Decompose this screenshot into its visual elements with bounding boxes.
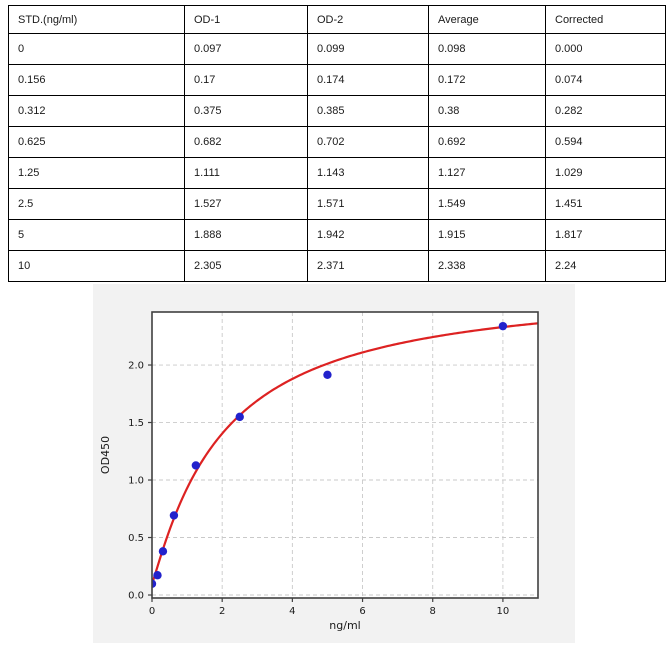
y-tick-label: 1.0 — [128, 476, 144, 487]
standard-curve-chart: 0 2 4 6 8 10 0.0 0.5 1.0 1.5 2.0 ng/ml OD450 — [99, 311, 539, 632]
table-row: 5 1.888 1.942 1.915 1.817 — [8, 219, 666, 251]
column-header-2: OD-2 — [307, 5, 429, 34]
table-cell: 10 — [8, 250, 185, 282]
table-cell: 1.549 — [428, 188, 546, 220]
table-cell: 1.127 — [428, 157, 546, 189]
table-cell: 2.338 — [428, 250, 546, 282]
table-cell: 0.692 — [428, 126, 546, 158]
table-cell: 1.143 — [307, 157, 429, 189]
x-tick-label: 2 — [219, 606, 225, 617]
table-row: 0 0.097 0.099 0.098 0.000 — [8, 33, 666, 65]
x-tick-label: 10 — [497, 606, 510, 617]
table-cell: 0.312 — [8, 95, 185, 127]
table-cell: 0.156 — [8, 64, 185, 96]
table-cell: 0.594 — [545, 126, 666, 158]
table-cell: 0.099 — [307, 33, 429, 65]
table-row: 0.312 0.375 0.385 0.38 0.282 — [8, 95, 666, 127]
table-row: 0.156 0.17 0.174 0.172 0.074 — [8, 64, 666, 96]
table-cell: 0.682 — [184, 126, 308, 158]
table-cell: 0.702 — [307, 126, 429, 158]
table-cell: 1.915 — [428, 219, 546, 251]
y-tick-label: 0.5 — [128, 533, 144, 544]
y-axis-label: OD450 — [99, 436, 112, 474]
table-cell: 2.371 — [307, 250, 429, 282]
table-row: 10 2.305 2.371 2.338 2.24 — [8, 250, 666, 282]
x-tick-label: 4 — [289, 606, 295, 617]
plot-background — [152, 312, 538, 598]
table-cell: 0.625 — [8, 126, 185, 158]
standards-table: STD.(ng/ml) OD-1 OD-2 Average Corrected 0 0.0… — [8, 5, 666, 282]
table-cell: 0.097 — [184, 33, 308, 65]
table-cell: 1.942 — [307, 219, 429, 251]
x-tick-label: 8 — [430, 606, 436, 617]
table-row: 1.25 1.111 1.143 1.127 1.029 — [8, 157, 666, 189]
table-row: 2.5 1.527 1.571 1.549 1.451 — [8, 188, 666, 220]
data-point — [152, 579, 157, 588]
table-cell: 1.25 — [8, 157, 185, 189]
table-cell: 1.817 — [545, 219, 666, 251]
table-cell: 0.000 — [545, 33, 666, 65]
table-cell: 0.38 — [428, 95, 546, 127]
table-cell: 1.888 — [184, 219, 308, 251]
y-tick-label: 2.0 — [128, 361, 144, 372]
table-cell: 1.451 — [545, 188, 666, 220]
header-row: STD.(ng/ml) OD-1 OD-2 Average Corrected — [8, 5, 666, 34]
data-point — [498, 321, 508, 331]
standards-table-body: 0 0.097 0.099 0.098 0.000 0.156 0.17 0.174 0.172… — [8, 33, 666, 282]
standards-table-header: STD.(ng/ml) OD-1 OD-2 Average Corrected — [8, 5, 666, 34]
table-cell: 2.24 — [545, 250, 666, 282]
table-cell: 0.174 — [307, 64, 429, 96]
data-point — [169, 511, 179, 520]
y-tick-label: 0.0 — [128, 591, 144, 602]
x-tick-label: 6 — [359, 606, 365, 617]
table-cell: 1.571 — [307, 188, 429, 220]
column-header-1: OD-1 — [184, 5, 308, 34]
data-point — [153, 571, 162, 580]
table-cell: 2.5 — [8, 188, 185, 220]
table-cell: 0 — [8, 33, 185, 65]
standard-curve-figure: 0 2 4 6 8 10 0.0 0.5 1.0 1.5 2.0 ng/ml OD450 — [93, 284, 575, 643]
column-header-0: STD.(ng/ml) — [8, 5, 185, 34]
table-cell: 0.385 — [307, 95, 429, 127]
table-cell: 0.074 — [545, 64, 666, 96]
table-cell: 0.098 — [428, 33, 546, 65]
table-cell: 0.282 — [545, 95, 666, 127]
table-cell: 1.527 — [184, 188, 308, 220]
table-cell: 2.305 — [184, 250, 308, 282]
table-cell: 1.029 — [545, 157, 666, 189]
table-cell: 1.111 — [184, 157, 308, 189]
column-header-4: Corrected — [545, 5, 666, 34]
table-cell: 5 — [8, 219, 185, 251]
x-tick-label: 0 — [149, 606, 155, 617]
table-row: 0.625 0.682 0.702 0.692 0.594 — [8, 126, 666, 158]
scatter-points — [152, 321, 508, 588]
table-cell: 0.375 — [184, 95, 308, 127]
table-cell: 0.172 — [428, 64, 546, 96]
y-tick-label: 1.5 — [128, 418, 144, 429]
fit-curve — [152, 322, 538, 585]
data-point — [235, 412, 244, 422]
x-axis-label: ng/ml — [329, 619, 360, 632]
data-point — [323, 370, 332, 379]
plot-border — [151, 311, 539, 599]
data-point — [191, 461, 201, 470]
table-cell: 0.17 — [184, 64, 308, 96]
column-header-3: Average — [428, 5, 546, 34]
data-point — [158, 547, 168, 556]
